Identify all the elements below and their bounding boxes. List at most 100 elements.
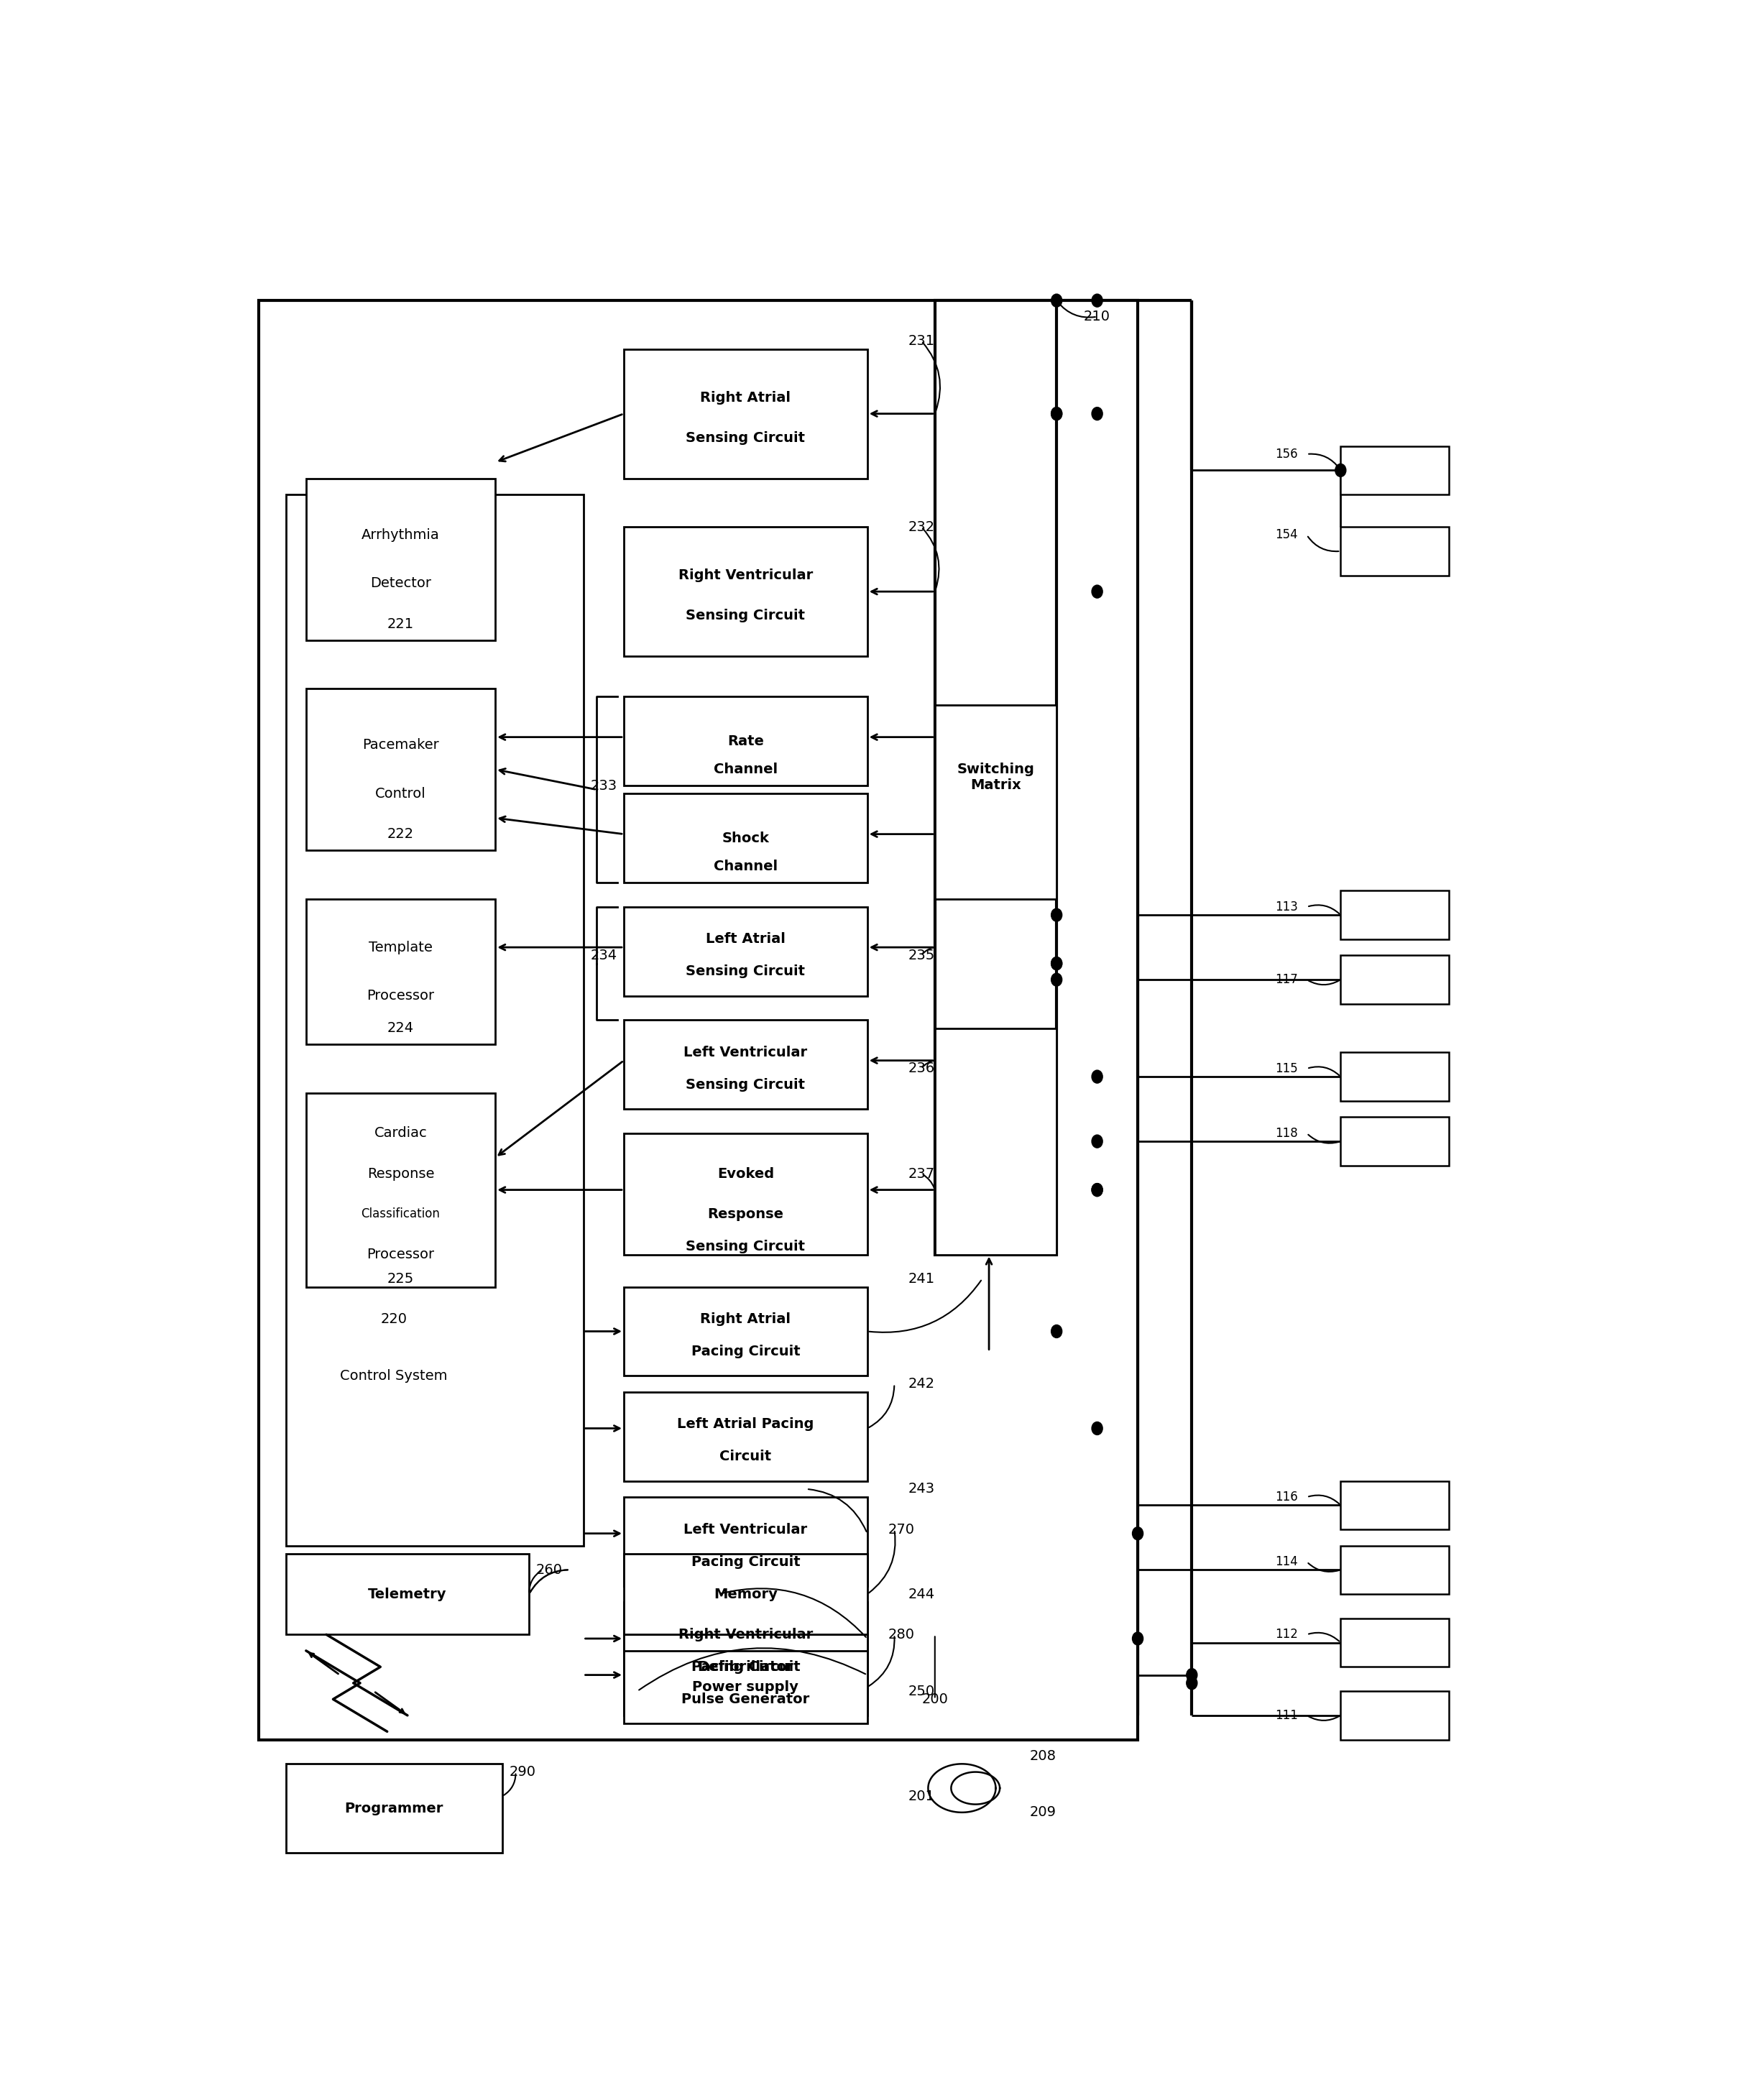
Circle shape	[1050, 407, 1063, 420]
Text: Power supply: Power supply	[693, 1680, 799, 1695]
Circle shape	[1133, 1632, 1143, 1644]
Text: 221: 221	[387, 617, 414, 630]
Bar	[258, 300, 1138, 1739]
Text: Arrhythmia: Arrhythmia	[361, 527, 440, 542]
Text: Sensing Circuit: Sensing Circuit	[686, 1077, 804, 1092]
Bar	[1340, 527, 1448, 575]
Bar	[625, 1554, 867, 1634]
Circle shape	[1092, 1134, 1103, 1149]
Text: Pulse Generator: Pulse Generator	[682, 1693, 810, 1705]
Circle shape	[1187, 1676, 1197, 1691]
Bar	[305, 899, 496, 1044]
Bar	[1340, 1619, 1448, 1667]
Text: 242: 242	[907, 1378, 935, 1390]
Bar	[1340, 1117, 1448, 1166]
Text: Left Atrial: Left Atrial	[705, 932, 785, 947]
Text: 280: 280	[888, 1628, 914, 1642]
Text: 270: 270	[888, 1522, 914, 1537]
Bar	[1340, 890, 1448, 939]
Text: Template: Template	[368, 941, 433, 953]
Bar	[625, 1287, 867, 1376]
Text: Right Atrial: Right Atrial	[700, 1312, 790, 1325]
Text: 117: 117	[1276, 972, 1298, 987]
Text: Right Ventricular: Right Ventricular	[679, 1628, 813, 1642]
Text: Pacing Circuit: Pacing Circuit	[691, 1344, 799, 1359]
Bar	[625, 349, 867, 479]
Circle shape	[1335, 464, 1345, 477]
Text: Right Ventricular: Right Ventricular	[679, 569, 813, 582]
Bar	[1340, 956, 1448, 1004]
Text: 118: 118	[1276, 1128, 1298, 1140]
Text: 232: 232	[907, 521, 935, 533]
Text: Telemetry: Telemetry	[368, 1588, 447, 1600]
Text: Switching
Matrix: Switching Matrix	[956, 762, 1035, 792]
Bar	[625, 907, 867, 995]
Bar	[286, 493, 583, 1546]
Text: 116: 116	[1276, 1491, 1298, 1504]
Text: Sensing Circuit: Sensing Circuit	[686, 1239, 804, 1254]
Circle shape	[1050, 972, 1063, 987]
Text: Left Ventricular: Left Ventricular	[684, 1046, 808, 1058]
Text: 208: 208	[1030, 1749, 1056, 1762]
Text: 235: 235	[907, 949, 935, 962]
Text: 237: 237	[907, 1168, 935, 1180]
Text: 241: 241	[907, 1273, 935, 1285]
Text: 244: 244	[907, 1588, 935, 1600]
Text: Defibrillator: Defibrillator	[698, 1659, 794, 1674]
Text: 111: 111	[1276, 1709, 1298, 1722]
Text: Control System: Control System	[340, 1369, 448, 1382]
Circle shape	[1092, 1422, 1103, 1434]
Circle shape	[1092, 294, 1103, 307]
Text: 154: 154	[1276, 529, 1298, 542]
Bar	[625, 697, 867, 785]
Text: 231: 231	[907, 334, 935, 349]
Bar	[286, 1764, 503, 1852]
Text: 156: 156	[1276, 447, 1298, 460]
Circle shape	[1092, 1184, 1103, 1197]
Text: 225: 225	[387, 1273, 414, 1285]
Circle shape	[1092, 1184, 1103, 1197]
Bar	[305, 689, 496, 850]
Text: Processor: Processor	[366, 989, 435, 1002]
Bar	[305, 479, 496, 640]
Text: Processor: Processor	[366, 1247, 435, 1262]
Text: 112: 112	[1276, 1628, 1298, 1640]
Text: 222: 222	[387, 827, 414, 840]
Text: Response: Response	[366, 1168, 435, 1180]
Text: 201: 201	[907, 1789, 935, 1804]
Text: Rate: Rate	[728, 735, 764, 748]
Text: 224: 224	[387, 1021, 414, 1035]
Bar	[1340, 1480, 1448, 1529]
Bar	[625, 1021, 867, 1109]
Text: 113: 113	[1276, 901, 1298, 914]
Text: Sensing Circuit: Sensing Circuit	[686, 964, 804, 979]
Text: 209: 209	[1030, 1806, 1056, 1819]
Text: Control: Control	[375, 788, 426, 800]
Bar	[625, 1134, 867, 1254]
Circle shape	[1092, 586, 1103, 598]
Bar	[625, 1634, 867, 1716]
Circle shape	[1187, 1670, 1197, 1682]
Bar	[625, 1392, 867, 1480]
Text: Left Atrial Pacing: Left Atrial Pacing	[677, 1418, 813, 1432]
Bar	[1340, 445, 1448, 493]
Circle shape	[1050, 294, 1063, 307]
Text: Channel: Channel	[714, 859, 778, 874]
Text: 260: 260	[536, 1562, 562, 1577]
Text: Response: Response	[707, 1208, 784, 1220]
Circle shape	[1133, 1527, 1143, 1539]
Circle shape	[1050, 958, 1063, 970]
Bar	[1340, 1052, 1448, 1100]
Text: 243: 243	[907, 1483, 935, 1495]
Bar	[625, 527, 867, 655]
Text: 290: 290	[510, 1766, 536, 1779]
Text: Pacemaker: Pacemaker	[363, 739, 440, 752]
Bar	[305, 1092, 496, 1287]
Text: 210: 210	[1084, 311, 1110, 323]
Bar	[625, 1651, 867, 1724]
Text: Circuit: Circuit	[719, 1449, 771, 1464]
Text: 236: 236	[907, 1063, 935, 1075]
Circle shape	[1050, 958, 1063, 970]
Text: Sensing Circuit: Sensing Circuit	[686, 609, 804, 624]
Text: 234: 234	[590, 949, 618, 962]
